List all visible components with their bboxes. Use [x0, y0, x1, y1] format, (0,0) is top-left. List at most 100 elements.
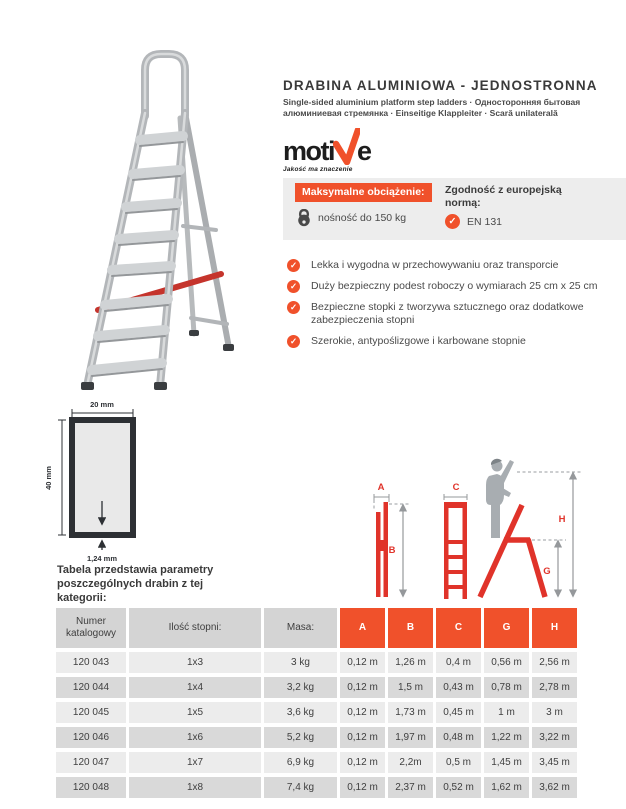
table-intro: Tabela przedstawia parametry poszczególn… [57, 564, 214, 604]
table-cell: 0,52 m [436, 777, 481, 798]
table-cell: 3,22 m [532, 727, 577, 748]
max-load-text: nośność do 150 kg [318, 212, 407, 224]
ladder-product-photo [81, 50, 234, 390]
profile-height-label: 40 mm [44, 466, 53, 490]
table-cell: 0,12 m [340, 702, 385, 723]
table-cell: 120 044 [56, 677, 126, 698]
table-cell: 1x6 [129, 727, 261, 748]
table-cell: 0,12 m [340, 727, 385, 748]
feature-text: Bezpieczne stopki z tworzywa sztucznego … [311, 301, 584, 326]
profile-cross-section-diagram: 20 mm 40 mm 1,24 mm [44, 400, 136, 563]
table-cell: 0,45 m [436, 702, 481, 723]
table-cell: 3,45 m [532, 752, 577, 773]
dim-label-a: A [378, 482, 385, 493]
table-cell: 1,97 m [388, 727, 433, 748]
table-cell: 0,12 m [340, 677, 385, 698]
table-cell: 3,62 m [532, 777, 577, 798]
table-header-cell-b: B [388, 608, 433, 648]
check-icon: ✓ [287, 280, 300, 293]
table-cell: 0,12 m [340, 752, 385, 773]
check-icon: ✓ [287, 301, 300, 314]
table-header-cell-c: C [436, 608, 481, 648]
table-cell: 1x3 [129, 652, 261, 673]
table-cell: 1x8 [129, 777, 261, 798]
table-cell: 1x4 [129, 677, 261, 698]
table-cell: 1,26 m [388, 652, 433, 673]
table-header-cell: Ilość stopni: [129, 608, 261, 648]
ladder-steps [87, 131, 188, 377]
table-header-cell-h: H [532, 608, 577, 648]
params-table: Numer katalogowy Ilość stopni: Masa: A B… [56, 608, 577, 798]
profile-width-label: 20 mm [90, 400, 114, 409]
table-cell: 6,9 kg [264, 752, 337, 773]
table-cell: 120 046 [56, 727, 126, 748]
table-cell: 2,2m [388, 752, 433, 773]
table-cell: 3,2 kg [264, 677, 337, 698]
table-cell: 2,37 m [388, 777, 433, 798]
feature-text: Duży bezpieczny podest roboczy o wymiara… [311, 280, 598, 292]
table-cell: 3,6 kg [264, 702, 337, 723]
diagram-front-ladder: C [443, 482, 468, 599]
check-icon: ✓ [287, 335, 300, 348]
norm-label: Zgodność z europejską normą: [445, 184, 562, 209]
table-cell: 5,2 kg [264, 727, 337, 748]
spec-panel: Maksymalne obciążenie: nośność do 150 kg… [283, 178, 626, 240]
table-header-cell: Numer katalogowy [56, 608, 126, 648]
title-block: DRABINA ALUMINIOWA - JEDNOSTRONNA Single… [283, 78, 623, 119]
table-cell: 7,4 kg [264, 777, 337, 798]
kettlebell-icon [298, 209, 310, 227]
dim-label-c: C [453, 482, 460, 493]
table-cell: 1 m [484, 702, 529, 723]
dim-label-g: G [543, 566, 550, 577]
table-cell: 0,43 m [436, 677, 481, 698]
dim-label-h: H [559, 514, 566, 525]
table-cell: 0,48 m [436, 727, 481, 748]
table-cell: 2,56 m [532, 652, 577, 673]
table-header-cell-a: A [340, 608, 385, 648]
dim-label-b: B [389, 545, 396, 556]
table-cell: 1,5 m [388, 677, 433, 698]
feature-item: ✓ Lekka i wygodna w przechowywaniu oraz … [287, 259, 622, 272]
table-cell: 0,78 m [484, 677, 529, 698]
logo-text-start: moti [283, 136, 336, 166]
feature-text: Lekka i wygodna w przechowywaniu oraz tr… [311, 259, 559, 271]
feature-item: ✓ Szerokie, antypoślizgowe i karbowane s… [287, 335, 622, 348]
table-cell: 120 047 [56, 752, 126, 773]
table-cell: 0,4 m [436, 652, 481, 673]
table-cell: 0,12 m [340, 652, 385, 673]
table-cell: 1,22 m [484, 727, 529, 748]
table-cell: 0,12 m [340, 777, 385, 798]
max-load-badge: Maksymalne obciążenie: [295, 183, 432, 202]
table-cell: 2,78 m [532, 677, 577, 698]
table-cell: 3 kg [264, 652, 337, 673]
table-header-cell: Masa: [264, 608, 337, 648]
feature-list: ✓ Lekka i wygodna w przechowywaniu oraz … [287, 259, 622, 348]
table-cell: 0,56 m [484, 652, 529, 673]
logo-v-check-icon [333, 128, 360, 165]
table-cell: 1,62 m [484, 777, 529, 798]
feature-text: Szerokie, antypoślizgowe i karbowane sto… [311, 335, 526, 347]
table-cell: 0,5 m [436, 752, 481, 773]
norm-value: EN 131 [467, 215, 503, 228]
page-subtitle: Single-sided aluminium platform step lad… [283, 97, 581, 118]
table-cell: 1x5 [129, 702, 261, 723]
logo-text-end: e [357, 136, 372, 166]
diagram-stepladder-person: H G [477, 458, 583, 599]
table-cell: 120 048 [56, 777, 126, 798]
table-cell: 1,45 m [484, 752, 529, 773]
table-cell: 1x7 [129, 752, 261, 773]
feature-item: ✓ Duży bezpieczny podest roboczy o wymia… [287, 280, 622, 293]
diagram-folded-ladder: A B [373, 482, 409, 598]
check-icon: ✓ [287, 259, 300, 272]
feature-item: ✓ Bezpieczne stopki z tworzywa sztuczneg… [287, 301, 622, 327]
dimension-diagrams: A B C [373, 458, 583, 599]
check-icon: ✓ [445, 214, 460, 229]
logo-tagline: Jakość ma znaczenie [283, 166, 353, 173]
table-cell: 120 043 [56, 652, 126, 673]
brand-logo: moti e Jakość ma znaczenie [283, 128, 403, 176]
table-cell: 3 m [532, 702, 577, 723]
person-figure [486, 458, 514, 538]
table-header-cell-g: G [484, 608, 529, 648]
page-title: DRABINA ALUMINIOWA - JEDNOSTRONNA [283, 78, 598, 93]
